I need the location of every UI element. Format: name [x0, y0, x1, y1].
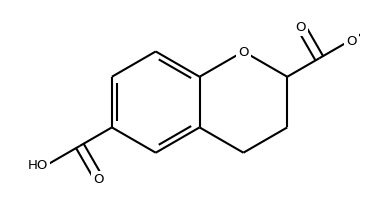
Text: O: O — [296, 21, 306, 34]
Text: O: O — [238, 46, 249, 59]
Text: O: O — [346, 35, 357, 48]
Text: O: O — [93, 173, 104, 186]
Text: HO: HO — [27, 159, 48, 172]
